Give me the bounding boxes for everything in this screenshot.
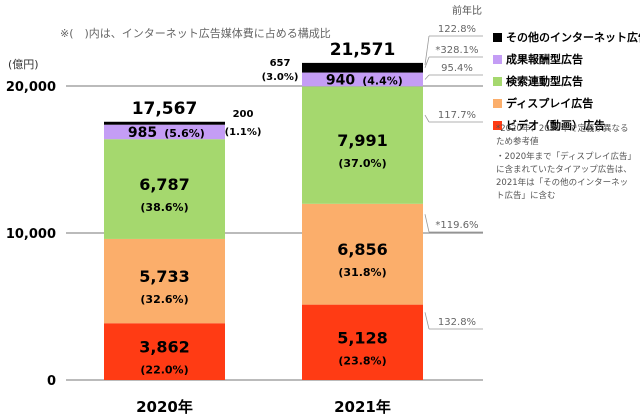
yoy-label: 122.8% (438, 24, 476, 35)
legend-label: 検索連動型広告 (506, 75, 583, 88)
legend-swatch (493, 76, 502, 86)
bar-segment (104, 323, 225, 380)
yoy-header: 前年比 (452, 4, 482, 17)
data-share-label: (1.1%) (225, 127, 262, 138)
data-share-label: (37.0%) (338, 157, 386, 170)
legend-swatch (493, 32, 502, 42)
bar-segment (302, 86, 423, 204)
bar-segment (302, 304, 423, 380)
yoy-label: 117.7% (438, 110, 476, 121)
total-label: 17,567 (132, 99, 198, 119)
data-value-label: 5,128 (337, 328, 388, 347)
data-value-label: 940 (326, 72, 355, 88)
yoy-leader-line (424, 35, 430, 65)
legend-item: 成果報酬型広告 (493, 48, 640, 70)
y-tick-label: 20,000 (6, 80, 56, 95)
bar-segment (104, 139, 225, 239)
unit-label: (億円) (8, 58, 39, 71)
bar-segment (302, 72, 423, 87)
side-notes: *2020年、2021年で定義が異なるため参考値 ・2020年まで「ディスプレイ… (496, 123, 636, 205)
yoy-leader-line (424, 312, 430, 330)
data-share-label: (4.4%) (362, 74, 403, 87)
legend-item: ビデオ（動画）広告 (493, 114, 640, 136)
data-share-label: (23.8%) (338, 354, 386, 367)
yoy-leader-line (424, 214, 430, 233)
yoy-leader-line (424, 74, 430, 80)
data-share-label: (3.0%) (262, 72, 299, 83)
legend-swatch (493, 98, 502, 108)
yoy-leader-line (424, 56, 430, 68)
data-value-label: 985 (128, 125, 157, 141)
data-value-label: 6,856 (337, 240, 388, 259)
legend-item: 検索連動型広告 (493, 70, 640, 92)
yoy-label: 132.8% (438, 317, 476, 328)
data-share-label: (38.6%) (140, 201, 188, 214)
side-note-tieup: ・2020年まで「ディスプレイ広告」に含まれていたタイアップ広告は、2021年は… (496, 152, 632, 201)
yoy-label: *119.6% (435, 220, 478, 231)
x-category-label: 2021年 (334, 398, 391, 416)
y-tick-label: 0 (47, 374, 56, 389)
legend-swatch (493, 120, 502, 130)
data-value-label: 3,862 (139, 338, 190, 357)
total-label: 21,571 (330, 40, 396, 60)
data-value-label: 6,787 (139, 175, 190, 194)
data-share-label: (32.6%) (140, 293, 188, 306)
data-share-label: (31.8%) (338, 266, 386, 279)
legend-label: その他のインターネット広告 (506, 31, 640, 44)
data-share-label: (22.0%) (140, 364, 188, 377)
legend-label: ディスプレイ広告 (506, 97, 594, 110)
data-value-label: 7,991 (337, 131, 388, 150)
legend-swatch (493, 54, 502, 64)
legend-item: その他のインターネット広告 (493, 26, 640, 48)
bar-segment (302, 62, 423, 73)
bar-segment (104, 124, 225, 140)
composition-note: ※( )内は、インターネット広告媒体費に占める構成比 (60, 27, 331, 40)
legend-label: ビデオ（動画）広告 (506, 119, 605, 132)
bar-segment (104, 238, 225, 324)
yoy-label: *328.1% (435, 45, 478, 56)
bar-segment (104, 121, 225, 125)
x-category-label: 2020年 (136, 398, 193, 416)
yoy-leader-line (424, 114, 430, 123)
yoy-label: 95.4% (441, 63, 473, 74)
data-value-label: 200 (233, 109, 254, 120)
bar-segment (302, 203, 423, 305)
legend-item: ディスプレイ広告 (493, 92, 640, 114)
data-value-label: 657 (270, 58, 291, 69)
side-note-definition: *2020年、2021年で定義が異なるため参考値 (496, 124, 629, 147)
legend-label: 成果報酬型広告 (506, 53, 583, 66)
data-value-label: 5,733 (139, 267, 190, 286)
y-tick-label: 10,000 (6, 227, 56, 242)
legend: その他のインターネット広告 成果報酬型広告 検索連動型広告 ディスプレイ広告 ビデオ（動… (493, 26, 640, 136)
data-share-label: (5.6%) (164, 127, 205, 140)
